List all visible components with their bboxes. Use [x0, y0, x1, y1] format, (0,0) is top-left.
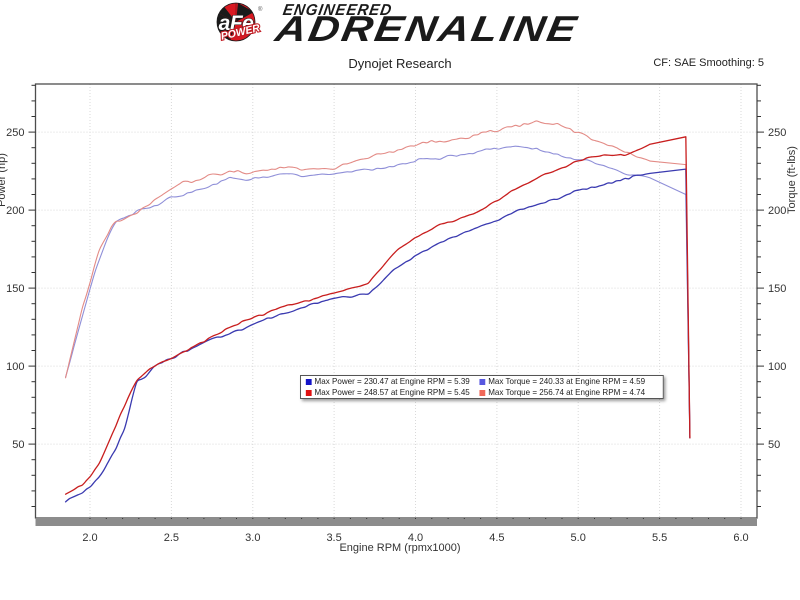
svg-text:100: 100 — [6, 361, 24, 373]
svg-text:200: 200 — [6, 205, 24, 217]
svg-text:100: 100 — [768, 361, 786, 373]
svg-text:150: 150 — [6, 283, 24, 295]
svg-text:250: 250 — [6, 127, 24, 139]
svg-text:50: 50 — [768, 439, 780, 451]
svg-text:150: 150 — [768, 283, 786, 295]
svg-text:250: 250 — [768, 127, 786, 139]
svg-text:50: 50 — [12, 439, 24, 451]
svg-text:200: 200 — [768, 205, 786, 217]
